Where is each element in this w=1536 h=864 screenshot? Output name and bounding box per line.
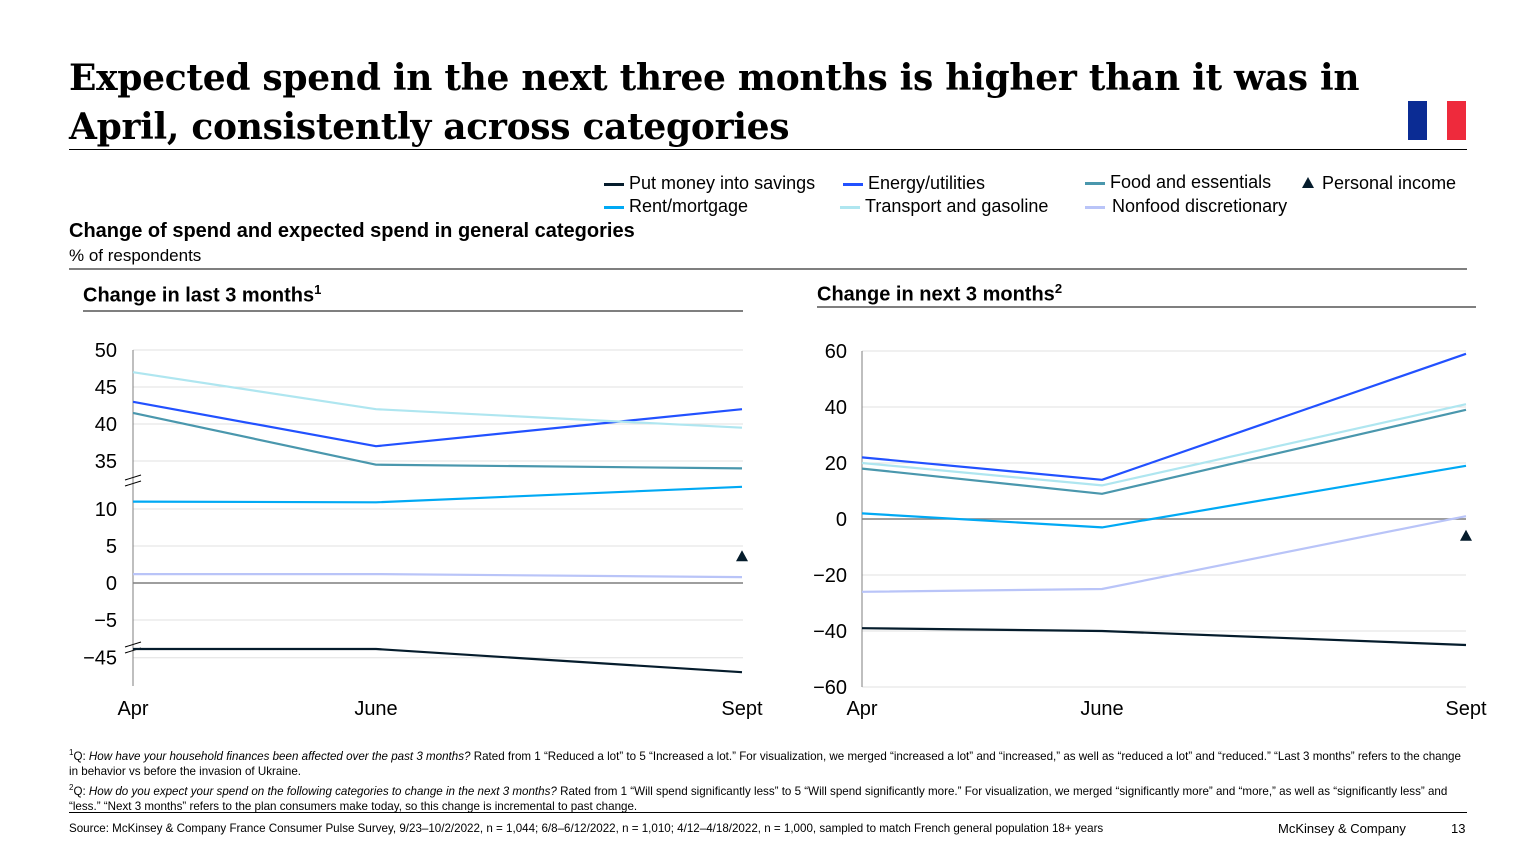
legend-label: Energy/utilities	[868, 173, 986, 193]
y-tick-label: −60	[813, 677, 847, 699]
axis-break-mark	[124, 474, 142, 481]
y-tick-label: 50	[95, 340, 117, 362]
y-tick-label: 40	[95, 414, 117, 436]
y-tick-label: 40	[825, 397, 847, 419]
legend-label: Rent/mortgage	[629, 196, 749, 216]
series-line-transport-and-gasoline	[132, 371, 743, 429]
series-line-nonfood-discretionary	[861, 515, 1467, 593]
series-line-rent-mortgage	[132, 485, 743, 504]
footnote-2: 2Q: How do you expect your spend on the …	[69, 782, 1448, 814]
legend-swatch	[604, 183, 624, 186]
footer-divider	[69, 812, 1467, 813]
footnote-2-text: Rated from 1 “Will spend significantly l…	[69, 784, 1448, 814]
triangle-marker-icon	[1302, 177, 1314, 188]
source-note: Source: McKinsey & Company France Consum…	[69, 822, 1104, 835]
x-tick-label: Sept	[721, 698, 763, 720]
footnotes: 1Q: How have your household finances bee…	[69, 745, 1469, 815]
panel-title-text: Change in last 3 months	[83, 284, 315, 307]
y-tick-label: 0	[836, 509, 847, 531]
y-tick-label: −5	[94, 610, 117, 632]
footnote-1: 1Q: How have your household finances bee…	[69, 748, 1461, 779]
panel-divider-last	[83, 310, 743, 312]
series-line-nonfood-discretionary	[133, 572, 743, 579]
footnote-ref: 1	[314, 282, 322, 297]
x-tick-label: Sept	[1445, 698, 1487, 720]
section-title: Change of spend and expected spend in ge…	[69, 220, 635, 242]
personal-income-marker	[1460, 529, 1472, 541]
legend-label: Food and essentials	[1110, 172, 1272, 192]
axis-break-mark	[124, 480, 142, 487]
series-line-put-money-into-savings	[133, 647, 743, 674]
series-line-put-money-into-savings	[861, 627, 1467, 647]
y-tick-label: 10	[95, 499, 117, 521]
series-line-food-and-essentials	[132, 411, 743, 470]
y-tick-label: −20	[813, 565, 847, 587]
series-line-food-and-essentials	[861, 408, 1467, 495]
brand-name: McKinsey & Company	[1278, 821, 1406, 836]
title-divider	[69, 149, 1467, 150]
legend-swatch	[1085, 182, 1105, 185]
footnote-ref: 2	[1054, 281, 1063, 296]
y-tick-label: 20	[825, 453, 847, 475]
legend-label: Put money into savings	[629, 173, 816, 193]
y-tick-label: 45	[95, 377, 117, 399]
legend-swatch	[1085, 206, 1105, 209]
section-unit: % of respondents	[69, 246, 202, 265]
panel-title-next: Change in next 3 months2	[817, 281, 1062, 307]
page-number: 13	[1451, 821, 1466, 836]
series-line-energy-utilities	[861, 352, 1467, 481]
panel-divider-next	[817, 306, 1476, 308]
y-tick-label: 35	[95, 451, 117, 473]
x-tick-label: Apr	[117, 698, 148, 720]
legend-swatch	[604, 206, 624, 209]
y-tick-label: 5	[106, 536, 117, 558]
y-tick-label: −45	[83, 648, 117, 670]
legend-label: Nonfood discretionary	[1112, 196, 1288, 216]
legend-swatch	[840, 206, 860, 209]
y-tick-label: 0	[106, 573, 117, 595]
footnote-1-text: Rated from 1 “Reduced a lot” to 5 “Incre…	[69, 749, 1461, 779]
personal-income-marker	[736, 550, 748, 562]
y-tick-label: 60	[825, 341, 847, 363]
footnote-1-question: How have your household finances been af…	[88, 749, 471, 763]
panel-title-last: Change in last 3 months1	[83, 282, 321, 308]
panel-title-text: Change in next 3 months	[817, 283, 1055, 306]
x-tick-label: Apr	[846, 698, 877, 720]
section-divider	[69, 268, 1467, 270]
x-tick-label: June	[354, 698, 397, 720]
series-line-rent-mortgage	[861, 464, 1467, 529]
legend-label: Personal income	[1322, 173, 1457, 193]
y-tick-label: −40	[813, 621, 847, 643]
legend-swatch	[843, 183, 863, 186]
series-line-transport-and-gasoline	[861, 403, 1467, 487]
axis-break-mark	[124, 641, 142, 648]
page-title: Expected spend in the next three months …	[69, 57, 1360, 148]
legend-label: Transport and gasoline	[865, 196, 1049, 216]
footnote-2-question: How do you expect your spend on the foll…	[88, 784, 557, 798]
x-tick-label: June	[1080, 698, 1123, 720]
france-flag-icon	[1408, 101, 1466, 140]
